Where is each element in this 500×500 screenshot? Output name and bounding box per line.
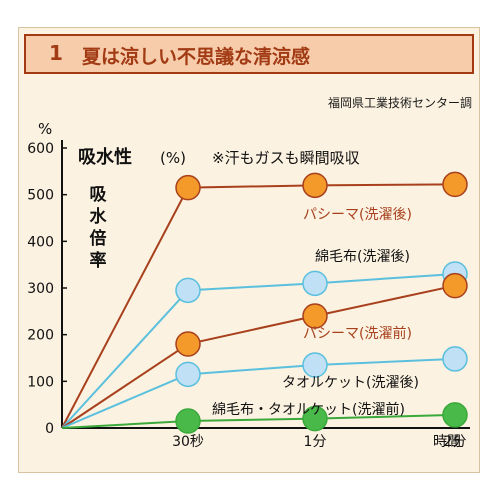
chart-title: 吸水性	[78, 146, 132, 168]
series-labels: パシーマ(洗濯後) 綿毛布(洗濯後) パシーマ(洗濯前) タオルケット(洗濯後) 綿毛布…	[212, 207, 419, 418]
series-line	[61, 183, 456, 429]
series-line	[61, 413, 456, 429]
data-point	[175, 361, 201, 388]
series-line	[61, 284, 456, 429]
x-tick-label: 30秒	[172, 434, 204, 450]
section-header: 1 夏は涼しい不思議な清涼感	[24, 34, 474, 74]
chart-panel	[18, 27, 480, 473]
data-point	[442, 272, 468, 299]
data-point	[442, 402, 468, 428]
series-label: 綿毛布(洗濯後)	[315, 249, 410, 265]
data-point	[302, 405, 328, 432]
x-tick-label: 2分	[444, 434, 467, 450]
series-lines	[61, 171, 468, 434]
chart-title-unit: (%)	[160, 149, 186, 167]
y-axis-label-char: 倍	[90, 228, 107, 249]
y-axis-label-char: 率	[90, 250, 107, 271]
y-tick-label: 600	[27, 141, 54, 157]
data-point	[175, 277, 201, 304]
y-axis-label-char: 吸	[90, 185, 108, 205]
series-line	[61, 273, 456, 429]
data-point	[442, 171, 468, 198]
y-axis-label-char: 水	[90, 206, 108, 227]
data-point	[175, 174, 201, 201]
y-tick-label: 500	[27, 188, 54, 204]
data-point	[302, 270, 328, 297]
data-point	[175, 408, 201, 434]
y-tick-label: 400	[27, 234, 54, 250]
data-point	[442, 346, 468, 372]
data-point	[175, 331, 201, 357]
x-tick-label: 1分	[304, 434, 327, 450]
series-label: パシーマ(洗濯後)	[303, 207, 412, 223]
y-tick-label: 100	[27, 374, 54, 390]
data-point	[302, 172, 328, 199]
y-tick-label: 0	[45, 421, 54, 437]
chart-note: ※汗もガスも瞬間吸収	[212, 149, 360, 167]
section-title: 夏は涼しい不思議な清涼感	[82, 46, 311, 68]
series-label: 綿毛布・タオルケット(洗濯前)	[212, 401, 405, 418]
section-number: 1	[49, 41, 63, 65]
series-label: パシーマ(洗濯前)	[303, 325, 412, 342]
series-line	[61, 357, 456, 429]
y-tick-label: 300	[27, 281, 54, 297]
y-unit: %	[38, 120, 52, 138]
series-label: タオルケット(洗濯後)	[282, 375, 419, 391]
source-credit: 福岡県工業技術センター調	[327, 96, 472, 110]
data-point	[302, 352, 328, 378]
y-tick-label: 200	[27, 328, 54, 344]
data-point	[302, 303, 328, 329]
tick-labels: 0 100 200 300 400 500 600 30秒 1分 2分	[27, 141, 466, 450]
x-axis-label: 時間	[433, 434, 461, 450]
